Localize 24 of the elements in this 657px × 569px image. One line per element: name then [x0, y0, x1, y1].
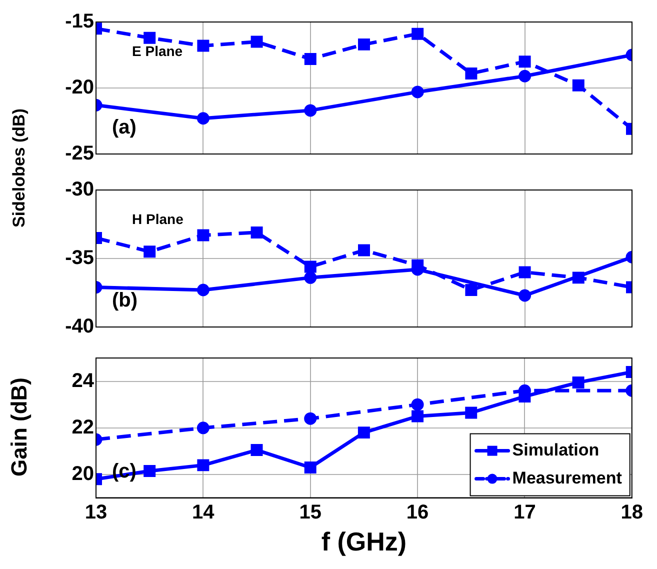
y-axis-title: Sidelobes (dB)	[9, 108, 29, 228]
y-axis-title: Gain (dB)	[6, 377, 32, 476]
annotation: E Plane	[132, 42, 183, 59]
y-tick-label: -20	[65, 76, 94, 99]
x-tick-label: 13	[84, 501, 108, 524]
legend-label: Measurement	[512, 468, 622, 488]
x-axis-title: f (GHz)	[321, 526, 407, 557]
x-tick-label: 16	[406, 501, 429, 524]
annotation: (b)	[112, 290, 138, 312]
y-tick-label: -30	[65, 178, 94, 201]
y-tick-label: 22	[72, 416, 94, 438]
x-tick-label: 18	[620, 501, 643, 524]
annotation: (a)	[112, 116, 136, 139]
x-tick-label: 17	[514, 501, 536, 524]
x-tick-label: 14	[192, 501, 216, 524]
y-tick-label: -25	[65, 142, 94, 165]
y-tick-label: -35	[65, 247, 94, 270]
legend-label: Simulation	[512, 440, 600, 460]
y-tick-label: 20	[72, 463, 94, 486]
y-tick-label: -15	[65, 10, 94, 33]
y-tick-label: -40	[65, 316, 94, 338]
annotation: H Plane	[132, 210, 184, 227]
y-tick-label: 24	[72, 370, 95, 392]
x-tick-label: 15	[299, 501, 322, 524]
